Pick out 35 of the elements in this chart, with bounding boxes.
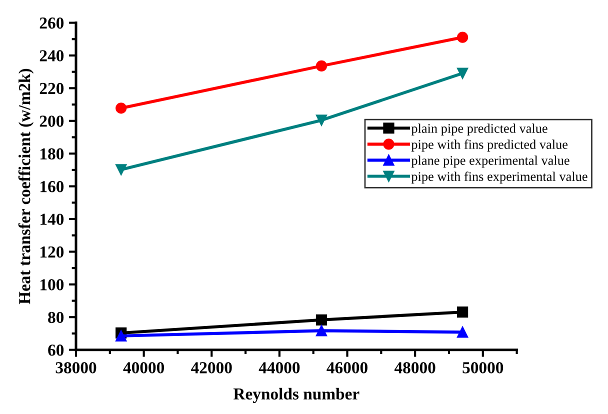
x-tick-label: 46000: [326, 362, 368, 374]
y-tick-label: 240: [40, 50, 64, 62]
y-tick-label: 220: [40, 82, 64, 94]
point: [116, 164, 127, 176]
y-tick-label: 100: [40, 279, 64, 290]
legend-label: pipe with fins predicted value: [411, 140, 568, 152]
y-tick-label: 200: [40, 116, 64, 127]
x-tick-label: 42000: [191, 362, 232, 374]
legend-label: plain pipe predicted value: [411, 124, 548, 136]
point: [116, 330, 127, 342]
y-tick-label: 60: [48, 344, 64, 356]
point: [316, 60, 328, 72]
x-axis-title: Reynolds number: [233, 388, 360, 404]
y-axis-title: Heat transfer coefficient (w/m2k): [18, 68, 34, 304]
point: [456, 68, 468, 79]
y-tick-label: 120: [40, 246, 64, 258]
x-tick-label: 38000: [56, 362, 96, 374]
y-tick-label: 80: [48, 312, 64, 324]
point: [316, 325, 328, 336]
x-tick-label: 40000: [123, 362, 164, 374]
y-tick-label: 160: [40, 181, 64, 192]
point: [456, 32, 468, 43]
y-tick-label: 140: [40, 214, 64, 225]
point: [316, 314, 328, 326]
x-tick-label: 48000: [394, 362, 436, 374]
point: [456, 306, 468, 318]
y-tick-label: 180: [40, 148, 64, 160]
point: [456, 326, 468, 338]
legend-label: pipe with fins experimental value: [411, 172, 588, 184]
legend-label: plane pipe experimental value: [411, 156, 570, 168]
y-tick-label: 260: [40, 17, 64, 29]
x-tick-label: 50000: [462, 362, 504, 374]
x-tick-label: 44000: [258, 362, 300, 374]
point: [316, 114, 328, 126]
point: [116, 102, 127, 114]
